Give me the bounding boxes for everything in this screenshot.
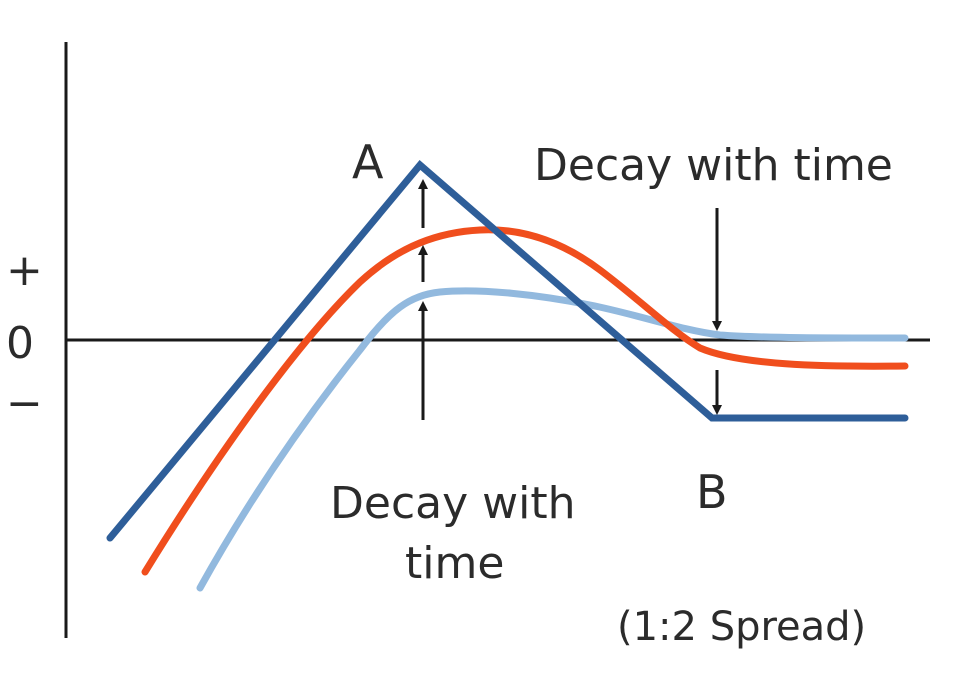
note-top-decay-with-time: Decay with time	[534, 140, 893, 191]
y-plus-label: +	[6, 245, 43, 296]
series-light-blue-curve	[196, 287, 909, 592]
y-zero-label: 0	[6, 318, 34, 369]
point-b-label: B	[696, 465, 728, 519]
spread-caption: (1:2 Spread)	[617, 604, 866, 650]
series-orange-curve	[141, 226, 909, 576]
series-dark-blue-expiry-line	[106, 160, 909, 542]
y-minus-label: −	[6, 378, 43, 429]
point-a-label: A	[352, 135, 384, 189]
note-bottom-line2: time	[405, 538, 504, 589]
note-bottom-line1: Decay with	[330, 478, 575, 529]
